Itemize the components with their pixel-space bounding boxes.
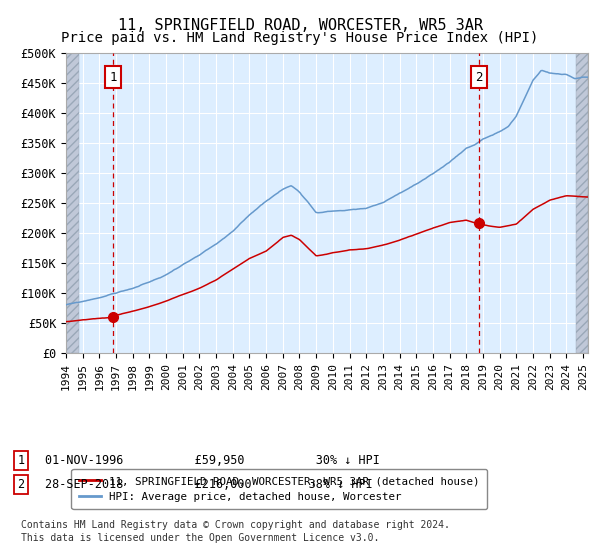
Text: 2: 2: [17, 478, 25, 491]
Text: 11, SPRINGFIELD ROAD, WORCESTER, WR5 3AR: 11, SPRINGFIELD ROAD, WORCESTER, WR5 3AR: [118, 18, 482, 33]
Text: 1: 1: [17, 454, 25, 467]
Text: This data is licensed under the Open Government Licence v3.0.: This data is licensed under the Open Gov…: [21, 533, 379, 543]
Legend: 11, SPRINGFIELD ROAD, WORCESTER, WR5 3AR (detached house), HPI: Average price, d: 11, SPRINGFIELD ROAD, WORCESTER, WR5 3AR…: [71, 469, 487, 509]
Text: 01-NOV-1996          £59,950          30% ↓ HPI: 01-NOV-1996 £59,950 30% ↓ HPI: [45, 454, 380, 467]
Text: 1: 1: [109, 71, 117, 83]
Text: Contains HM Land Registry data © Crown copyright and database right 2024.: Contains HM Land Registry data © Crown c…: [21, 520, 450, 530]
Text: 2: 2: [475, 71, 482, 83]
Text: Price paid vs. HM Land Registry's House Price Index (HPI): Price paid vs. HM Land Registry's House …: [61, 31, 539, 45]
Text: 28-SEP-2018          £216,000        38% ↓ HPI: 28-SEP-2018 £216,000 38% ↓ HPI: [45, 478, 373, 491]
Polygon shape: [577, 53, 588, 353]
Polygon shape: [66, 53, 79, 353]
